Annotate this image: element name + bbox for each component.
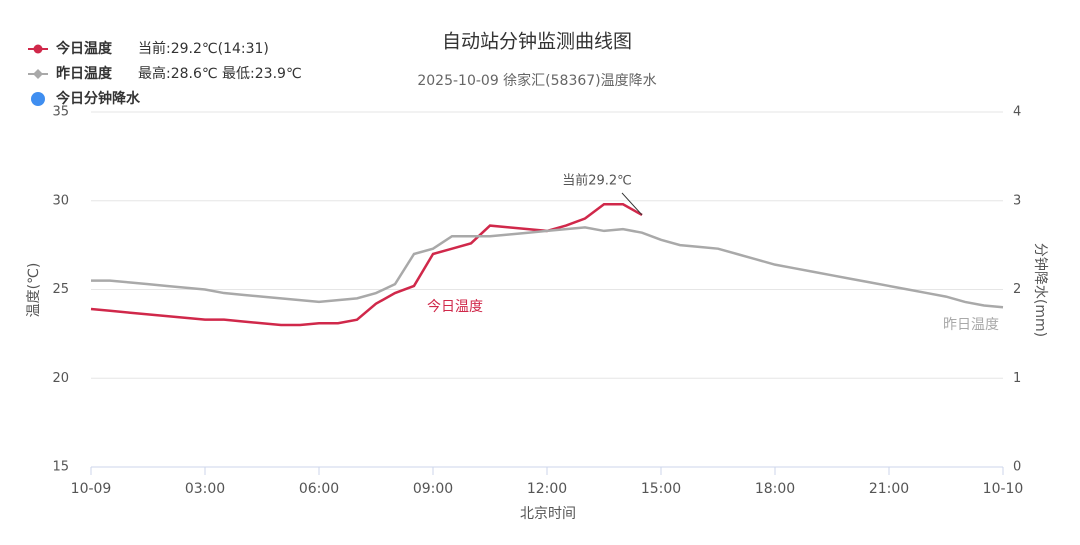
- annotation-pointer: [621, 192, 643, 216]
- series-label: 昨日温度: [943, 317, 999, 333]
- y2-tick-label: 0: [1013, 460, 1021, 475]
- y-tick-label: 15: [52, 460, 69, 475]
- legend-detail: 最高:28.6℃ 最低:23.9℃: [138, 65, 302, 82]
- annotation: 当前29.2℃: [562, 172, 632, 188]
- series-line: [91, 226, 1004, 309]
- y2-tick-label: 3: [1013, 193, 1021, 208]
- legend-marker: [33, 69, 43, 79]
- series-label: 今日温度: [427, 299, 483, 315]
- x-tick-label: 15:00: [641, 481, 681, 497]
- legend-marker: [33, 44, 43, 54]
- chart-subtitle: 2025-10-09 徐家汇(58367)温度降水: [417, 72, 656, 89]
- y-tick-label: 30: [52, 193, 69, 208]
- x-tick-label: 10-10: [983, 481, 1024, 497]
- y2-tick-label: 1: [1013, 371, 1021, 386]
- x-tick-label: 03:00: [185, 481, 225, 497]
- y2-tick-label: 4: [1013, 105, 1021, 120]
- y-axis-label: 温度(℃): [26, 263, 42, 318]
- y-tick-label: 25: [52, 282, 69, 297]
- legend-label: 今日分钟降水: [55, 90, 141, 107]
- legend-label: 昨日温度: [56, 65, 113, 82]
- legend-detail: 当前:29.2℃(14:31): [138, 40, 269, 57]
- y2-axis-label: 分钟降水(mm): [1032, 243, 1049, 337]
- y2-tick-label: 2: [1013, 282, 1021, 297]
- legend-label: 今日温度: [55, 40, 113, 57]
- chart-title: 自动站分钟监测曲线图: [442, 31, 632, 53]
- series-line: [90, 203, 643, 327]
- legend-marker: [31, 92, 45, 106]
- y-tick-label: 20: [52, 371, 69, 386]
- x-axis-label: 北京时间: [520, 506, 576, 522]
- x-tick-label: 12:00: [527, 481, 567, 497]
- x-tick-label: 06:00: [299, 481, 339, 497]
- y-tick-label: 35: [52, 105, 69, 120]
- x-tick-label: 21:00: [869, 481, 909, 497]
- x-tick-label: 10-09: [71, 481, 112, 497]
- x-tick-label: 18:00: [755, 481, 795, 497]
- x-tick-label: 09:00: [413, 481, 453, 497]
